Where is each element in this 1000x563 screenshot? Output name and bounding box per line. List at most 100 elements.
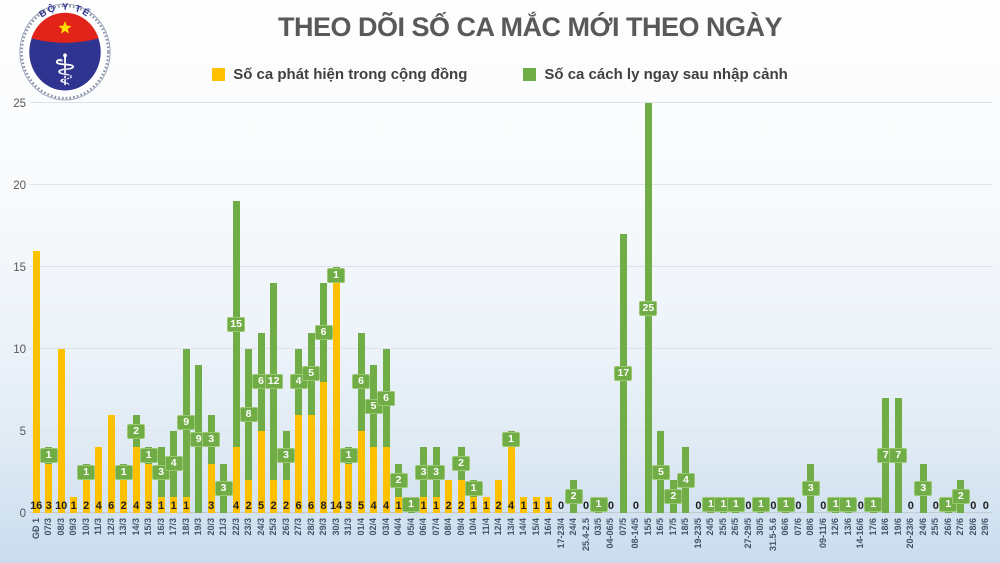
bar-community	[420, 496, 427, 513]
x-axis-label: 20-23/6	[905, 518, 916, 549]
bar-community	[320, 381, 328, 513]
community-value-label: 0	[557, 500, 565, 512]
community-value-label: 14	[329, 500, 343, 512]
community-value-label: 6	[308, 500, 315, 512]
y-tick-label: 10	[13, 344, 26, 356]
x-axis-label: 16/3	[155, 518, 166, 536]
community-value-label: 0	[582, 500, 590, 512]
imported-value-label: 2	[564, 489, 583, 505]
bar-community	[182, 496, 190, 513]
bar-community	[370, 447, 378, 513]
imported-value-label: 2	[389, 472, 408, 488]
community-value-label: 4	[133, 500, 140, 512]
community-value-label: 4	[507, 500, 515, 512]
bar-community	[95, 447, 103, 513]
x-axis-label: 13/6	[842, 518, 853, 536]
x-axis-label: 08-14/5	[630, 518, 641, 549]
community-swatch-icon	[212, 68, 226, 81]
x-axis-label: 24/4	[568, 518, 578, 536]
x-axis-label: 03/5	[593, 518, 603, 536]
bar-community	[532, 496, 540, 513]
community-value-label: 6	[108, 500, 115, 512]
x-axis-label: 04-06/5	[605, 518, 616, 549]
y-tick-label: 5	[19, 426, 26, 438]
community-value-label: 0	[982, 500, 989, 512]
x-axis-label: 18/6	[880, 518, 891, 536]
ministry-of-health-logo: ⚕ BỘ Y TẾ MINISTRY OF HEALTH	[19, 2, 111, 101]
x-axis-label: 16/5	[655, 518, 666, 536]
bar-community	[257, 431, 265, 513]
community-value-label: 1	[70, 500, 77, 512]
imported-value-label: 17	[614, 366, 633, 382]
gridline	[30, 348, 992, 349]
community-value-label: 1	[395, 500, 402, 512]
x-axis-label: 27-29/5	[742, 518, 753, 549]
community-value-label: 1	[183, 500, 190, 512]
y-tick-label: 25	[13, 98, 26, 110]
x-axis-label: 25/5	[930, 518, 941, 536]
legend-label-imported: Số ca cách ly ngay sau nhập cảnh	[544, 66, 788, 83]
community-value-label: 2	[495, 500, 502, 512]
bar-community	[507, 447, 515, 513]
x-axis-label: 22/3	[230, 518, 241, 536]
imported-value-label: 3	[202, 431, 221, 447]
bar-community	[432, 496, 440, 513]
bar-community	[282, 480, 290, 513]
x-axis-label: 25/5	[717, 518, 728, 536]
imported-value-label: 4	[164, 456, 183, 472]
x-axis-label: 18/3	[180, 518, 191, 536]
imported-value-label: 6	[377, 390, 396, 406]
x-axis-label: 12/6	[830, 518, 841, 536]
x-axis-label: 08/6	[805, 518, 816, 536]
community-value-label: 1	[158, 500, 165, 512]
x-axis-label: 19-23/5	[692, 518, 703, 549]
community-value-label: 3	[145, 500, 152, 512]
x-axis-label: 15/4	[530, 518, 541, 536]
imported-value-label: 1	[39, 448, 58, 464]
community-value-label: 1	[545, 500, 552, 512]
imported-value-label: 1	[339, 448, 358, 464]
community-value-label: 1	[520, 500, 527, 512]
community-value-label: 0	[932, 500, 939, 512]
x-axis-label: 24/3	[255, 518, 266, 536]
bar-community	[345, 463, 353, 513]
imported-value-label: 2	[452, 456, 470, 472]
bar-community	[145, 463, 153, 513]
community-value-label: 1	[432, 500, 440, 512]
x-axis-label: 20/3	[205, 518, 216, 536]
y-tick-label: 15	[13, 262, 26, 274]
x-axis-label: 12/3	[105, 518, 116, 536]
bar-community	[170, 496, 178, 513]
imported-value-label: 5	[651, 464, 670, 480]
gridline	[30, 184, 992, 185]
community-value-label: 0	[857, 500, 864, 512]
bar-community	[307, 414, 315, 513]
imported-value-label: 2	[951, 489, 970, 505]
x-axis-label: 30/3	[330, 518, 341, 536]
bar-community	[107, 414, 115, 513]
legend-item-imported: Số ca cách ly ngay sau nhập cảnh	[523, 66, 788, 83]
x-axis-label: 06/4	[418, 518, 428, 536]
x-axis-label: 16/4	[543, 518, 553, 536]
x-axis-label: 14/4	[518, 518, 528, 536]
imported-value-label: 7	[889, 448, 908, 464]
imported-value-label: 4	[676, 472, 695, 488]
bar-community	[382, 447, 390, 513]
community-value-label: 2	[120, 500, 127, 512]
x-axis-label: 23/3	[243, 518, 254, 536]
community-value-label: 2	[245, 500, 252, 512]
imported-value-label: 2	[664, 489, 683, 505]
x-axis-label: 15/5	[642, 518, 653, 536]
x-axis-label: 17/3	[168, 518, 179, 536]
community-value-label: 0	[770, 500, 777, 512]
community-value-label: 2	[457, 500, 465, 512]
bar-community	[457, 480, 465, 513]
community-value-label: 2	[283, 500, 290, 512]
bar-community	[332, 283, 340, 513]
imported-value-label: 3	[801, 480, 820, 496]
imported-value-label: 1	[77, 464, 96, 480]
x-axis-label: 28/3	[305, 518, 316, 536]
community-value-label: 8	[320, 500, 327, 512]
imported-value-label: 1	[502, 431, 520, 447]
